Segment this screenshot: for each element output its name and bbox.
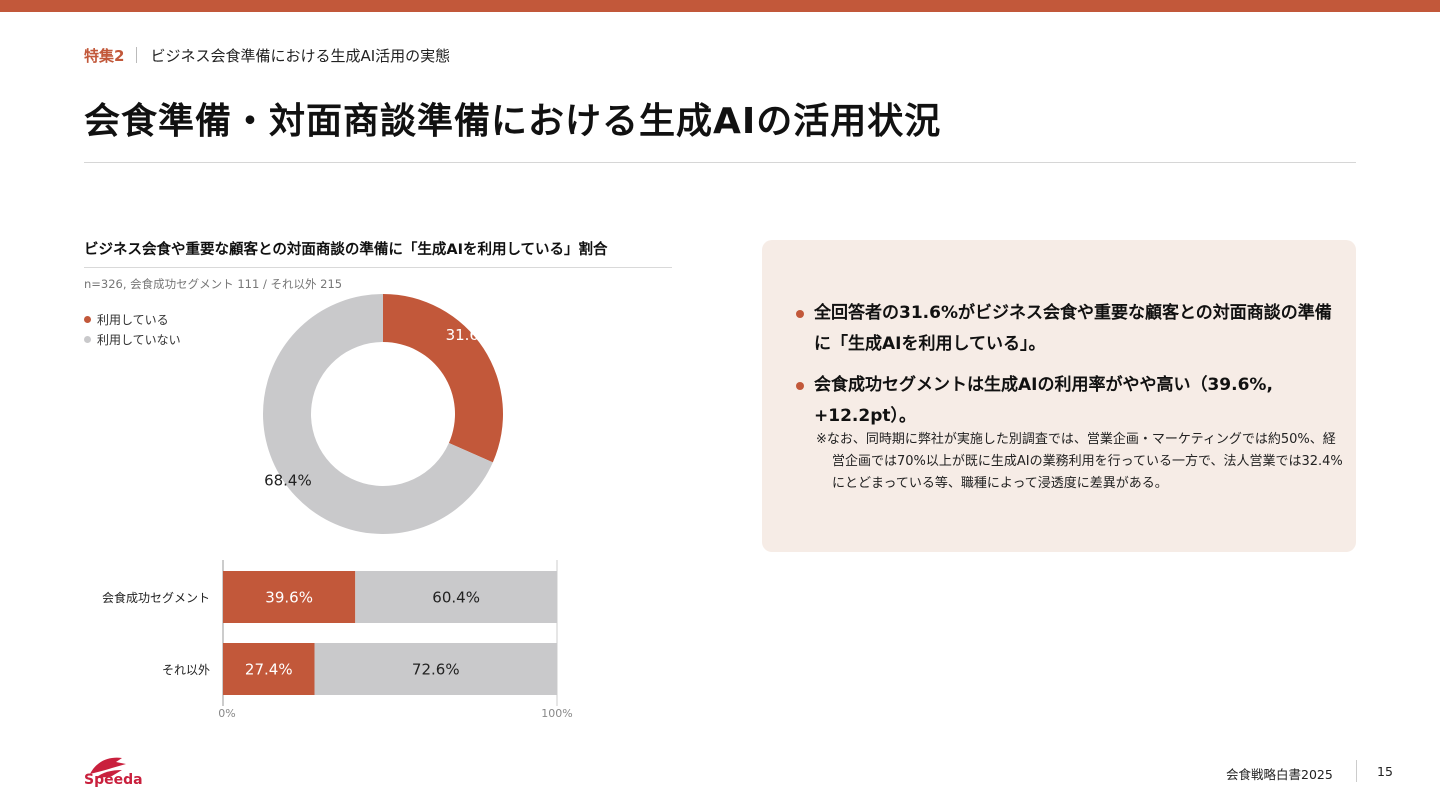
section-eyebrow: 特集2 ビジネス会食準備における生成AI活用の実態 [84,44,450,66]
bar-value-label-1-0: 27.4% [245,661,293,679]
legend-item-using: 利用している [84,309,181,329]
legend-label-not-using: 利用していない [97,332,181,347]
bar-value-label-0-0: 39.6% [265,589,313,607]
bar-segment-0-1 [355,571,557,623]
donut-slice-1 [263,294,493,534]
feature-tag: 特集2 [84,46,125,65]
legend-label-using: 利用している [97,312,169,327]
summary-note: ※なお、同時期に弊社が実施した別調査では、営業企画・マーケティングでは約50%、… [816,432,1343,491]
section-title: ビジネス会食準備における生成AI活用の実態 [150,46,451,65]
bar-value-label-1-1: 72.6% [412,661,460,679]
bar-category-label-0: 会食成功セグメント [101,591,210,605]
sample-size-note: n=326, 会食成功セグメント 111 / それ以外 215 [84,277,343,291]
chart-title-divider [84,267,672,268]
summary-bullet-2: 会食成功セグメントは生成AIの利用率がやや高い（39.6%, +12.2pt）。 [796,370,1344,432]
bar-category-label-1: それ以外 [161,663,210,677]
bar-segment-1-1 [314,643,557,695]
legend-dot-using [84,315,91,323]
eyebrow-divider [136,47,138,63]
chart-legend: 利用している 利用していない [84,309,181,349]
chart-title: ビジネス会食や重要な顧客との対面商談の準備に「生成AIを利用している」割合 [84,242,608,258]
legend-dot-not-using [84,335,91,343]
title-divider [84,162,1356,163]
bar-segment-1-0 [223,643,315,695]
summary-panel: 全回答者の31.6%がビジネス会食や重要な顧客との対面商談の準備に「生成AIを利… [762,240,1356,552]
donut-slice-0 [383,294,503,463]
document-title: 会食戦略白書2025 [1226,767,1333,782]
bar-segment-0-0 [223,571,356,623]
speeda-logo-icon [90,757,126,778]
donut-label-1: 68.4% [264,471,312,489]
page-number: 15 [1377,764,1393,779]
bar-value-label-0-1: 60.4% [432,589,480,607]
legend-item-not-using: 利用していない [84,329,181,349]
summary-bullet-1: 全回答者の31.6%がビジネス会食や重要な顧客との対面商談の準備に「生成AIを利… [796,298,1344,360]
speeda-logo-text: Speeda [84,772,143,788]
donut-label-0: 31.6% [446,326,494,344]
top-accent-bar [0,0,1440,12]
footer-divider [1356,760,1357,782]
page-title: 会食準備・対面商談準備における生成AIの活用状況 [84,101,942,142]
x-tick-label-1: 100% [541,707,572,720]
x-tick-label-0: 0% [218,707,235,720]
